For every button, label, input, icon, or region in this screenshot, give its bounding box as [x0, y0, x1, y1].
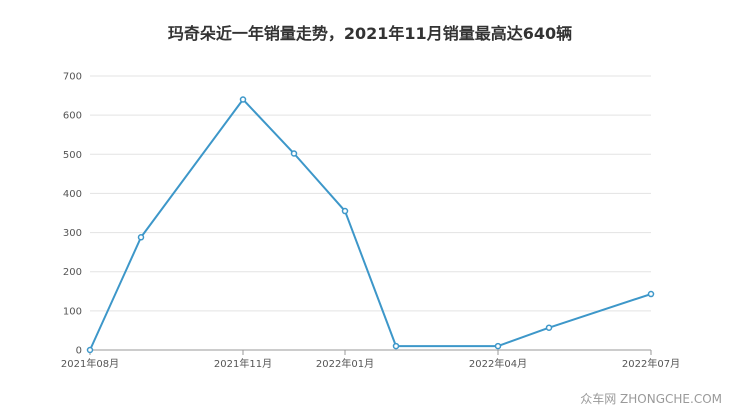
x-tick-label: 2021年11月: [214, 357, 272, 370]
data-point: [494, 342, 502, 350]
data-point: [290, 150, 298, 157]
y-tick-label: 200: [63, 267, 82, 278]
series-line: [89, 98, 652, 351]
data-point: [341, 207, 349, 215]
x-axis: 2021年08月 2021年11月 2022年01月 2022年04月 2022年07月: [61, 349, 680, 370]
y-axis-tick-labels: 0 100 200 300 400 500 600 700: [63, 72, 82, 357]
chart-title: 玛奇朵近一年销量走势，2021年11月销量最高达640辆: [168, 24, 572, 43]
data-point: [545, 324, 553, 331]
data-point: [392, 342, 400, 350]
y-tick-label: 600: [63, 111, 82, 122]
data-point: [137, 234, 145, 241]
y-tick-label: 0: [76, 346, 82, 357]
data-points: [86, 96, 655, 354]
data-point: [647, 290, 655, 298]
y-tick-label: 500: [63, 150, 82, 161]
x-tick-label: 2022年07月: [622, 357, 680, 370]
y-tick-label: 100: [63, 306, 82, 317]
data-point: [239, 96, 247, 103]
y-tick-label: 300: [63, 228, 82, 239]
y-tick-label: 700: [63, 72, 82, 83]
series-line-path: [89, 98, 652, 351]
data-point: [86, 346, 94, 354]
grid-lines: [90, 75, 651, 312]
x-tick-label: 2022年04月: [469, 357, 527, 370]
watermark-text: 众车网 ZHONGCHE.COM: [580, 391, 722, 406]
x-tick-label: 2021年08月: [61, 357, 119, 370]
y-tick-label: 400: [63, 189, 82, 200]
x-tick-label: 2022年01月: [316, 357, 374, 370]
